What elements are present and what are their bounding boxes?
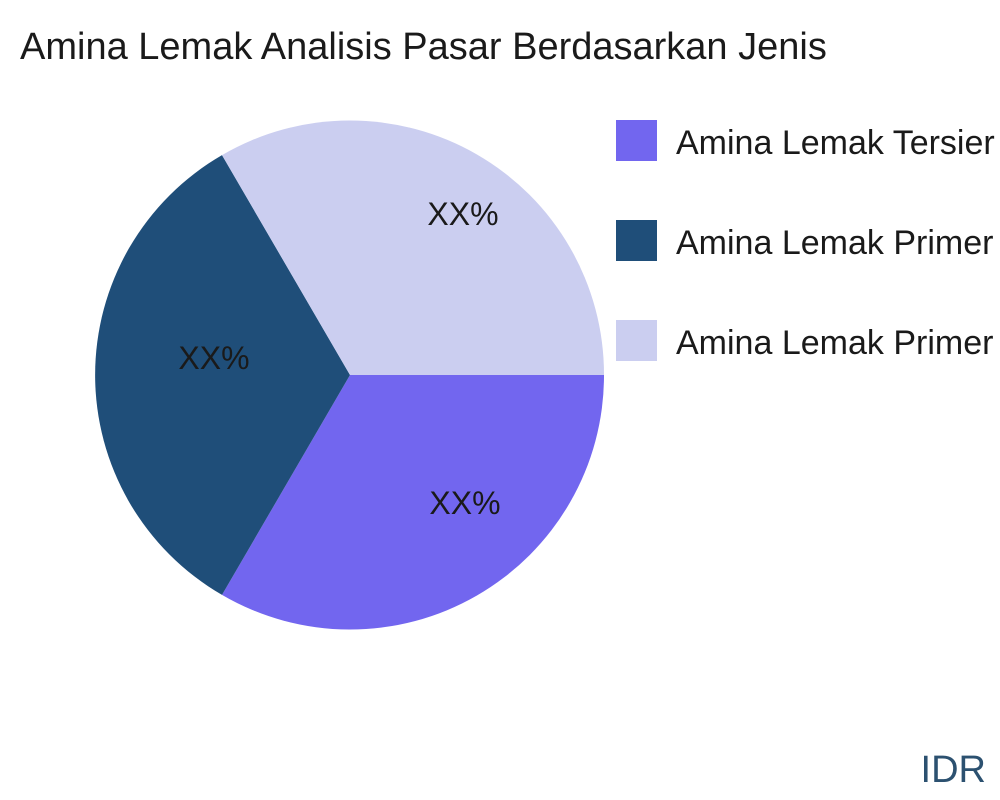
svg-text:XX%: XX% (427, 196, 498, 232)
svg-text:XX%: XX% (429, 485, 500, 521)
svg-text:XX%: XX% (178, 340, 249, 376)
